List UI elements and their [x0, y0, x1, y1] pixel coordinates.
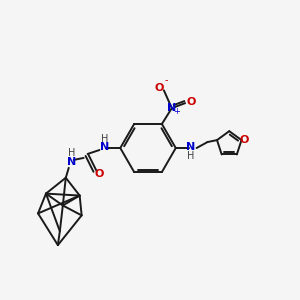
Text: O: O — [95, 169, 104, 179]
Text: O: O — [187, 97, 196, 107]
Text: O: O — [154, 83, 164, 93]
Text: N: N — [167, 103, 176, 113]
Text: -: - — [164, 75, 168, 85]
Text: +: + — [173, 106, 180, 116]
Text: N: N — [186, 142, 195, 152]
Text: H: H — [187, 151, 194, 161]
Text: H: H — [101, 134, 108, 144]
Text: N: N — [100, 142, 109, 152]
Text: H: H — [68, 148, 75, 158]
Text: N: N — [67, 157, 76, 167]
Text: O: O — [240, 135, 249, 145]
